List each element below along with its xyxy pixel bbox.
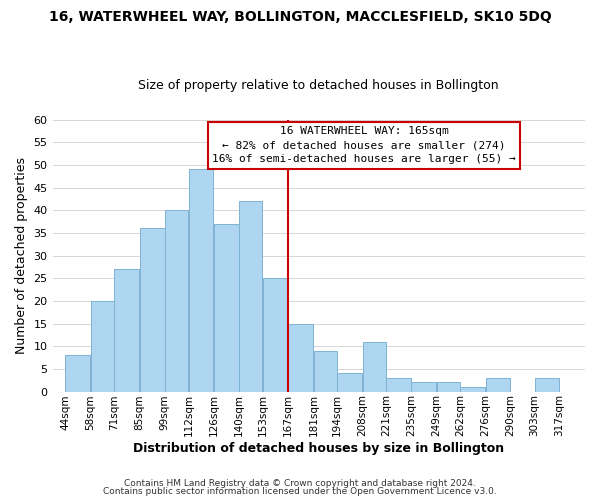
Bar xyxy=(337,374,362,392)
Bar xyxy=(412,382,436,392)
Bar xyxy=(386,378,411,392)
Bar xyxy=(65,356,91,392)
Bar xyxy=(165,210,188,392)
Bar xyxy=(140,228,164,392)
Bar xyxy=(460,387,485,392)
Y-axis label: Number of detached properties: Number of detached properties xyxy=(15,157,28,354)
Bar xyxy=(362,342,386,392)
Bar xyxy=(437,382,460,392)
Bar xyxy=(263,278,288,392)
X-axis label: Distribution of detached houses by size in Bollington: Distribution of detached houses by size … xyxy=(133,442,505,455)
Bar xyxy=(239,201,262,392)
Bar xyxy=(535,378,559,392)
Bar xyxy=(115,269,139,392)
Bar xyxy=(91,301,114,392)
Bar xyxy=(188,170,214,392)
Bar xyxy=(485,378,511,392)
Bar xyxy=(214,224,239,392)
Bar xyxy=(288,324,313,392)
Title: Size of property relative to detached houses in Bollington: Size of property relative to detached ho… xyxy=(139,79,499,92)
Text: Contains public sector information licensed under the Open Government Licence v3: Contains public sector information licen… xyxy=(103,487,497,496)
Text: 16 WATERWHEEL WAY: 165sqm
← 82% of detached houses are smaller (274)
16% of semi: 16 WATERWHEEL WAY: 165sqm ← 82% of detac… xyxy=(212,126,516,164)
Text: Contains HM Land Registry data © Crown copyright and database right 2024.: Contains HM Land Registry data © Crown c… xyxy=(124,478,476,488)
Bar xyxy=(314,350,337,392)
Text: 16, WATERWHEEL WAY, BOLLINGTON, MACCLESFIELD, SK10 5DQ: 16, WATERWHEEL WAY, BOLLINGTON, MACCLESF… xyxy=(49,10,551,24)
